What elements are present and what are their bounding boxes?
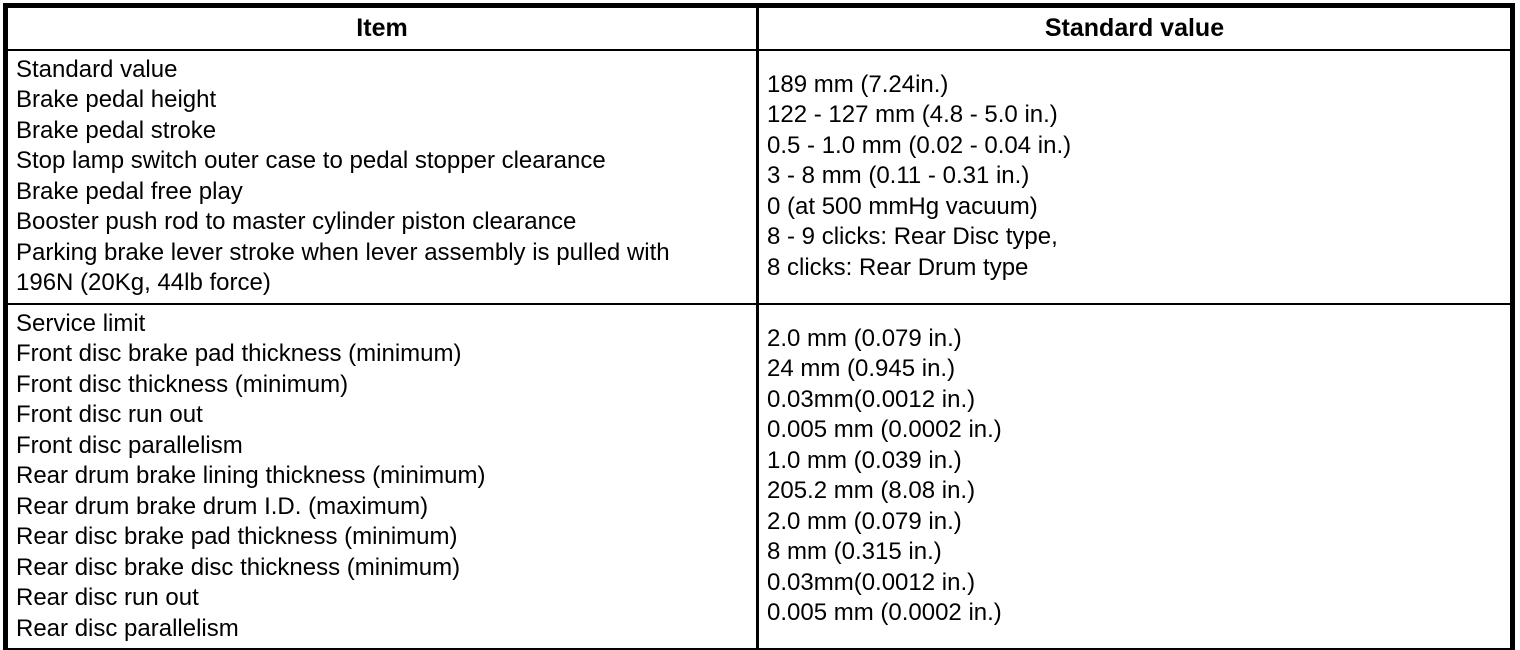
text-line: Rear disc run out bbox=[16, 584, 199, 611]
text-line: 0.03mm(0.0012 in.) bbox=[767, 568, 976, 596]
text-line: Brake pedal height bbox=[16, 86, 217, 113]
text-line: Parking brake lever stroke when lever as… bbox=[16, 238, 670, 266]
text-line: Standard value bbox=[16, 55, 178, 83]
text-line: 24 mm (0.945 in.) bbox=[767, 355, 956, 383]
text-line: 0 (at 500 mmHg vacuum) bbox=[767, 192, 1038, 220]
table-row-standard-value-section: Standard value Brake pedal height Brake pe… bbox=[5, 48, 1513, 304]
text-line: Rear drum brake drum I.D. (maximum) bbox=[16, 492, 429, 520]
column-header-standard-value: Standard value bbox=[757, 5, 1513, 51]
text-line: 196N (20Kg, 44lb force) bbox=[16, 269, 271, 296]
text-line: 0.03mm(0.0012 in.) bbox=[767, 385, 976, 413]
text-line: 0.005 mm (0.0002 in.) bbox=[767, 416, 1002, 444]
text-line: 3 - 8 mm (0.11 - 0.31 in.) bbox=[767, 162, 1030, 190]
text-line: 205.2 mm (8.08 in.) bbox=[767, 477, 976, 505]
text-line: Stop lamp switch outer case to pedal sto… bbox=[16, 147, 606, 174]
text-line: Front disc parallelism bbox=[16, 431, 243, 459]
column-header-item: Item bbox=[5, 5, 759, 51]
text-line: 8 clicks: Rear Drum type bbox=[767, 253, 1029, 281]
text-line: 8 - 9 clicks: Rear Disc type, bbox=[767, 223, 1058, 251]
text-line: Front disc run out bbox=[16, 401, 203, 428]
table-header-row: Item Standard value bbox=[5, 5, 1513, 51]
service-limit-items-cell: Service limit Front disc brake pad thickn… bbox=[5, 302, 759, 650]
standard-value-items-cell: Standard value Brake pedal height Brake pe… bbox=[5, 48, 759, 304]
text-line: 8 mm (0.315 in.) bbox=[767, 538, 942, 566]
specification-table: Item Standard value Standard value Brake … bbox=[3, 3, 1515, 650]
text-line: 2.0 mm (0.079 in.) bbox=[767, 507, 962, 535]
text-line: 1.0 mm (0.039 in.) bbox=[767, 446, 962, 474]
text-line: Brake pedal free play bbox=[16, 177, 243, 205]
standard-value-values-cell: 189 mm (7.24in.) 122 - 127 mm (4.8 - 5.0 … bbox=[757, 48, 1513, 304]
text-line: Front disc thickness (minimum) bbox=[16, 370, 349, 398]
text-line: 122 - 127 mm (4.8 - 5.0 in.) bbox=[767, 101, 1058, 129]
text-line: 0.5 - 1.0 mm (0.02 - 0.04 in.) bbox=[767, 131, 1072, 159]
text-line: 2.0 mm (0.079 in.) bbox=[767, 324, 962, 352]
text-line: 0.005 mm (0.0002 in.) bbox=[767, 599, 1002, 627]
service-limit-values-cell: 2.0 mm (0.079 in.) 24 mm (0.945 in.) 0.03m… bbox=[757, 302, 1513, 650]
text-line: Rear disc brake pad thickness (minimum) bbox=[16, 523, 458, 550]
text-line: Brake pedal stroke bbox=[16, 116, 217, 144]
text-line: Front disc brake pad thickness (minimum) bbox=[16, 340, 462, 367]
text-line: Rear disc parallelism bbox=[16, 614, 239, 642]
text-line: Service limit bbox=[16, 309, 146, 337]
text-line: Booster push rod to master cylinder pist… bbox=[16, 208, 577, 235]
text-line: Rear disc brake disc thickness (minimum) bbox=[16, 553, 461, 581]
table-row-service-limit-section: Service limit Front disc brake pad thickn… bbox=[5, 302, 1513, 650]
text-line: Rear drum brake lining thickness (minimu… bbox=[16, 462, 486, 489]
text-line: 189 mm (7.24in.) bbox=[767, 70, 949, 98]
